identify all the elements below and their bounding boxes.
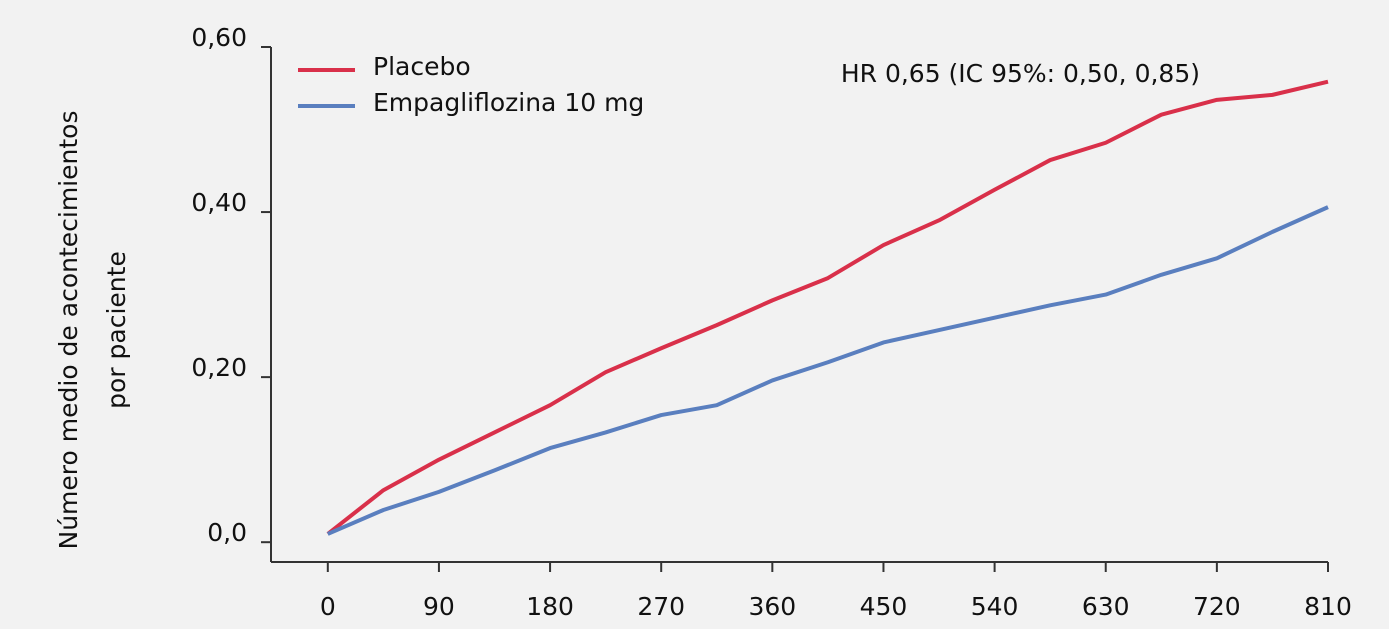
- legend-label: Empagliflozina 10 mg: [373, 88, 644, 117]
- y-axis-label: por paciente: [102, 251, 131, 409]
- annotation: HR 0,65 (IC 95%: 0,50, 0,85): [841, 59, 1200, 88]
- y-axis-label: Número medio de acontecimientos: [54, 111, 83, 550]
- y-tick-label: 0,60: [191, 23, 247, 52]
- x-tick-label: 0: [320, 592, 336, 621]
- y-tick-label: 0,0: [207, 518, 247, 547]
- y-tick-label: 0,20: [191, 353, 247, 382]
- x-tick-label: 90: [423, 592, 455, 621]
- series-line: [327, 205, 1329, 536]
- x-tick-label: 270: [637, 592, 685, 621]
- x-tick-label: 630: [1082, 592, 1130, 621]
- x-tick-label: 810: [1304, 592, 1352, 621]
- x-tick-label: 360: [748, 592, 796, 621]
- x-tick-label: 180: [526, 592, 574, 621]
- x-tick-label: 450: [860, 592, 908, 621]
- x-tick-label: 540: [971, 592, 1019, 621]
- series-line: [326, 79, 1329, 536]
- x-tick-label: 720: [1193, 592, 1241, 621]
- y-tick-label: 0,40: [191, 188, 247, 217]
- legend-label: Placebo: [373, 52, 471, 81]
